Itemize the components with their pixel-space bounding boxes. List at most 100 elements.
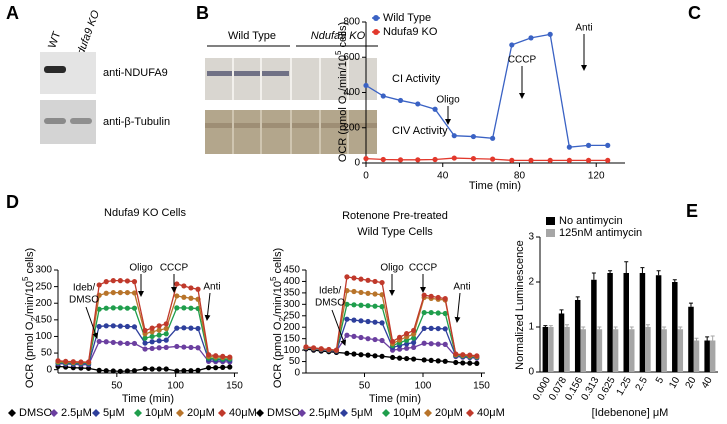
data-point <box>181 294 187 300</box>
data-point <box>156 332 162 338</box>
data-point <box>421 325 427 331</box>
data-point <box>142 346 148 352</box>
data-point <box>358 334 364 341</box>
data-point <box>142 366 148 372</box>
bar <box>542 327 549 372</box>
error-bar <box>688 302 693 307</box>
data-point <box>372 291 378 297</box>
data-point <box>566 157 572 163</box>
bar <box>596 329 603 372</box>
x-axis-label: Time (min) <box>122 393 174 405</box>
bar <box>704 340 710 372</box>
blot-band <box>44 118 66 124</box>
y-axis-label-part: 2 <box>343 91 352 96</box>
data-point <box>96 338 102 345</box>
legend-label: Ndufa9 KO <box>383 26 438 38</box>
y-axis-label: OCR (pmol O2/min/105 cells) <box>269 248 287 388</box>
annotation: Anti <box>453 282 470 293</box>
data-point <box>428 293 434 299</box>
data-point <box>188 344 194 351</box>
x-axis-label: Time (min) <box>369 393 421 405</box>
bar <box>639 273 646 372</box>
data-point <box>365 352 371 358</box>
data-point <box>470 155 477 162</box>
legend-label: 5μM <box>351 407 373 419</box>
legend-marker <box>340 409 348 417</box>
data-point <box>389 338 396 345</box>
x-tick-label: 2.5 <box>634 375 651 393</box>
panel-label: B <box>196 3 209 23</box>
data-point <box>460 360 466 366</box>
data-point <box>149 325 155 331</box>
data-point <box>372 319 378 325</box>
chart-title: Wild Type Cells <box>357 226 433 238</box>
data-point <box>174 343 180 350</box>
data-point <box>163 321 169 327</box>
x-tick-label: 40 <box>700 375 715 391</box>
error-bar <box>656 270 661 276</box>
bar <box>672 282 678 372</box>
legend-label: 40μM <box>477 407 505 419</box>
data-point <box>432 106 438 112</box>
lane-dividers <box>232 58 349 100</box>
blot-label: anti-NDUFA9 <box>103 67 168 79</box>
data-point <box>195 345 201 351</box>
legend-marker <box>373 29 379 35</box>
y-tick-label: 250 <box>283 310 300 321</box>
data-point <box>467 352 473 358</box>
data-point <box>131 279 138 285</box>
gel-label: CI Activity <box>392 73 441 85</box>
data-point <box>372 336 378 343</box>
data-point <box>131 340 138 347</box>
y-tick-label: 600 <box>343 52 360 63</box>
error-bar <box>645 324 650 327</box>
data-point <box>156 323 162 329</box>
data-point <box>365 277 371 283</box>
y-tick-label: 100 <box>283 345 300 356</box>
bar <box>591 279 597 372</box>
y-tick-label: 100 <box>35 331 52 342</box>
legend-marker <box>134 409 142 417</box>
x-tick-label: 100 <box>167 381 184 392</box>
data-point <box>451 133 457 139</box>
x-tick-label: 0 <box>363 171 369 182</box>
data-point <box>528 157 534 163</box>
data-point <box>303 344 309 350</box>
y-axis-label-part: OCR (pmol O <box>337 95 349 162</box>
data-point <box>55 358 61 364</box>
data-point <box>174 305 180 311</box>
data-point <box>131 324 138 330</box>
panel-label: E <box>686 201 698 221</box>
data-point <box>149 339 155 345</box>
y-axis-label-part: 5 <box>269 276 278 281</box>
data-point <box>149 329 155 335</box>
data-point <box>474 360 480 366</box>
legend-label: 10μM <box>393 407 421 419</box>
data-point <box>181 344 187 350</box>
y-tick-label: 1 <box>528 322 534 333</box>
data-point <box>365 290 371 296</box>
data-point <box>103 368 109 374</box>
data-point <box>124 278 131 284</box>
data-point <box>453 351 459 357</box>
legend-marker <box>424 409 432 417</box>
data-point <box>78 359 84 365</box>
data-point <box>451 155 457 161</box>
error-bar <box>694 337 699 341</box>
annotation-arrow <box>85 306 99 339</box>
x-tick-label: 120 <box>588 171 605 182</box>
data-point <box>163 325 169 332</box>
gel-band <box>207 71 289 76</box>
data-point <box>117 289 123 296</box>
error-bar <box>705 336 710 341</box>
data-point <box>117 278 123 284</box>
annotation: Anti <box>575 23 592 34</box>
data-point <box>421 357 427 363</box>
data-point <box>411 327 417 334</box>
data-point <box>351 317 357 323</box>
data-point <box>205 365 212 371</box>
data-point <box>396 334 403 340</box>
data-point <box>490 135 496 141</box>
data-point <box>490 156 496 162</box>
data-point <box>344 316 350 322</box>
